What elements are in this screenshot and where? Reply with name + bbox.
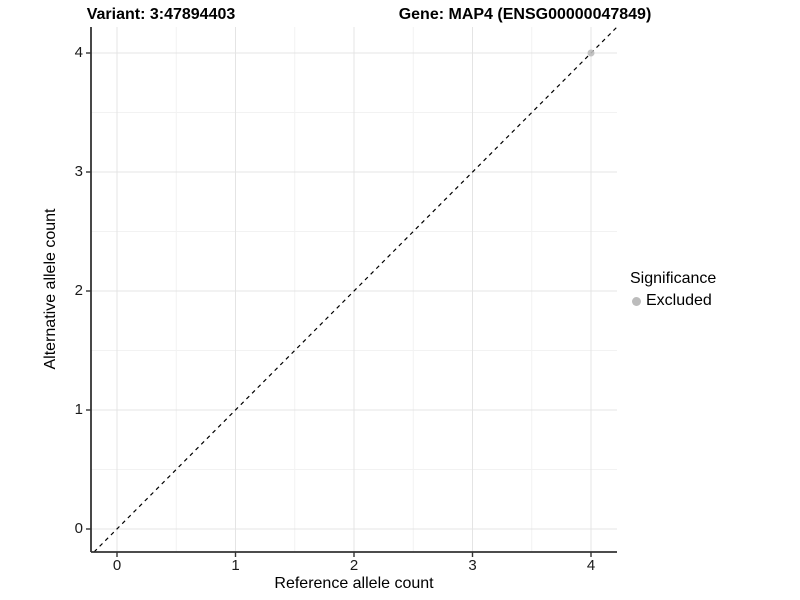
legend-item-excluded: Excluded bbox=[630, 292, 716, 310]
data-point-excluded bbox=[587, 49, 595, 57]
identity-dashed-line bbox=[93, 26, 618, 553]
y-tick-label: 4 bbox=[74, 44, 83, 61]
x-axis-title: Reference allele count bbox=[274, 575, 434, 592]
y-tick-label: 0 bbox=[74, 520, 83, 537]
x-tick-label: 0 bbox=[112, 557, 122, 574]
legend-title: Significance bbox=[630, 270, 717, 287]
y-tick-label: 2 bbox=[74, 282, 83, 299]
legend: Significance Excluded bbox=[630, 270, 716, 310]
x-tick-label: 1 bbox=[231, 557, 240, 574]
y-tick-label: 3 bbox=[74, 163, 83, 180]
excluded-point-swatch-icon bbox=[632, 296, 641, 306]
x-tick-label: 4 bbox=[586, 557, 596, 574]
legend-item-label: Excluded bbox=[646, 292, 712, 309]
x-tick-label: 3 bbox=[468, 557, 477, 574]
y-tick-label: 1 bbox=[74, 401, 83, 418]
variant-title: Variant: 3:47894403 bbox=[86, 6, 236, 23]
x-tick-label: 2 bbox=[349, 557, 359, 574]
gene-title: Gene: MAP4 (ENSG00000047849) bbox=[398, 6, 652, 23]
